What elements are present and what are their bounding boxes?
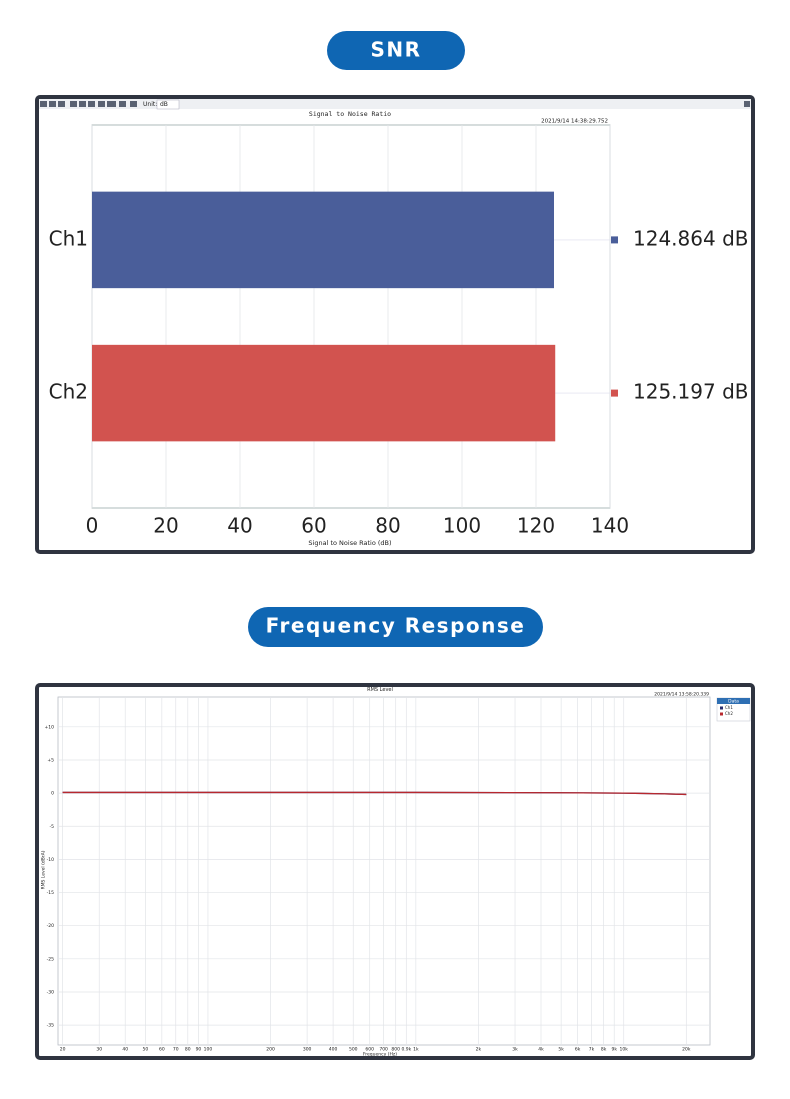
x-tick-label: 20 — [153, 514, 178, 538]
legend-label: Ch2 — [725, 711, 733, 716]
heading: SNR — [370, 38, 421, 62]
x-tick-label: 70 — [173, 1047, 179, 1053]
bar — [92, 191, 554, 289]
x-tick-label: 8k — [601, 1047, 607, 1053]
x-tick-label: 3k — [512, 1047, 518, 1053]
legend-header — [717, 698, 750, 704]
x-tick-label: 200 — [266, 1047, 275, 1053]
timestamp: 2021/9/14 14:38:29.752 — [541, 119, 608, 125]
heading-badge — [248, 607, 543, 647]
x-tick-label: 9k — [611, 1047, 617, 1053]
value-label: 124.864 dB — [633, 226, 748, 250]
x-tick-label: 800 — [391, 1047, 400, 1053]
y-tick-label: -10 — [47, 857, 54, 863]
x-tick-label: 140 — [591, 514, 629, 538]
chart-title: RMS Level — [367, 687, 393, 693]
legend-marker — [611, 389, 618, 397]
y-tick-label: -15 — [47, 890, 54, 896]
bar — [92, 344, 556, 442]
legend-marker — [611, 236, 618, 244]
y-tick-label: +10 — [45, 724, 55, 730]
series-line — [62, 791, 687, 796]
x-axis-label: Signal to Noise Ratio (dB) — [308, 539, 391, 547]
plot-area — [57, 696, 711, 1046]
x-tick-label: 20 — [60, 1047, 66, 1053]
legend-swatch — [720, 712, 723, 716]
y-tick-label: -20 — [47, 923, 54, 929]
x-tick-label: 100 — [204, 1047, 213, 1053]
x-tick-label: 80 — [185, 1047, 191, 1053]
value-label: 125.197 dB — [633, 380, 748, 404]
plot-area — [91, 124, 611, 509]
y-tick-label: +5 — [47, 757, 54, 763]
y-tick-label: 0 — [51, 791, 54, 797]
y-tick-label: -30 — [47, 989, 54, 995]
x-tick-label: 100 — [443, 514, 481, 538]
x-tick-label: 5k — [558, 1047, 564, 1053]
x-tick-label: 7k — [589, 1047, 595, 1053]
category-label: Ch1 — [49, 226, 88, 250]
x-tick-label: 40 — [227, 514, 252, 538]
x-tick-label: 400 — [329, 1047, 338, 1053]
heading-badge — [327, 31, 465, 70]
x-tick-label: 0.9k — [401, 1047, 411, 1053]
unit-label: Unit: — [143, 101, 157, 108]
x-tick-label: 60 — [301, 514, 326, 538]
legend-label: Ch1 — [725, 705, 733, 710]
x-tick-label: 10k — [620, 1047, 629, 1053]
x-tick-label: 600 — [365, 1047, 374, 1053]
x-tick-label: 20k — [682, 1047, 691, 1053]
toolbar — [39, 99, 751, 109]
x-tick-label: 90 — [196, 1047, 202, 1053]
legend-title: Data — [728, 699, 739, 705]
y-axis-label: RMS Level (dBrA) — [41, 850, 47, 889]
toolbar-icons — [40, 101, 750, 107]
timestamp: 2021/9/14 13:58:20.339 — [654, 692, 709, 698]
x-tick-label: 0 — [86, 514, 99, 538]
x-tick-label: 700 — [379, 1047, 388, 1053]
chart-title: Signal to Noise Ratio — [309, 110, 391, 118]
x-tick-label: 60 — [159, 1047, 165, 1053]
x-tick-label: 4k — [538, 1047, 544, 1053]
legend-swatch — [720, 706, 723, 710]
y-tick-label: -25 — [47, 956, 54, 962]
y-tick-label: -5 — [50, 824, 55, 830]
x-tick-label: 1k — [413, 1047, 419, 1053]
x-tick-label: 500 — [349, 1047, 358, 1053]
x-tick-label: 6k — [575, 1047, 581, 1053]
y-tick-label: -35 — [47, 1023, 54, 1029]
unit-value[interactable]: dB — [160, 101, 168, 108]
x-tick-label: 30 — [96, 1047, 102, 1053]
category-label: Ch2 — [49, 380, 88, 404]
x-tick-label: 120 — [517, 514, 555, 538]
x-tick-label: 50 — [142, 1047, 148, 1053]
x-tick-label: 2k — [476, 1047, 482, 1053]
x-axis-label: Frequency (Hz) — [363, 1052, 397, 1058]
heading: Frequency Response — [266, 614, 526, 638]
x-tick-label: 300 — [303, 1047, 312, 1053]
unit-select[interactable] — [156, 99, 180, 110]
x-tick-label: 40 — [122, 1047, 128, 1053]
x-tick-label: 80 — [375, 514, 400, 538]
